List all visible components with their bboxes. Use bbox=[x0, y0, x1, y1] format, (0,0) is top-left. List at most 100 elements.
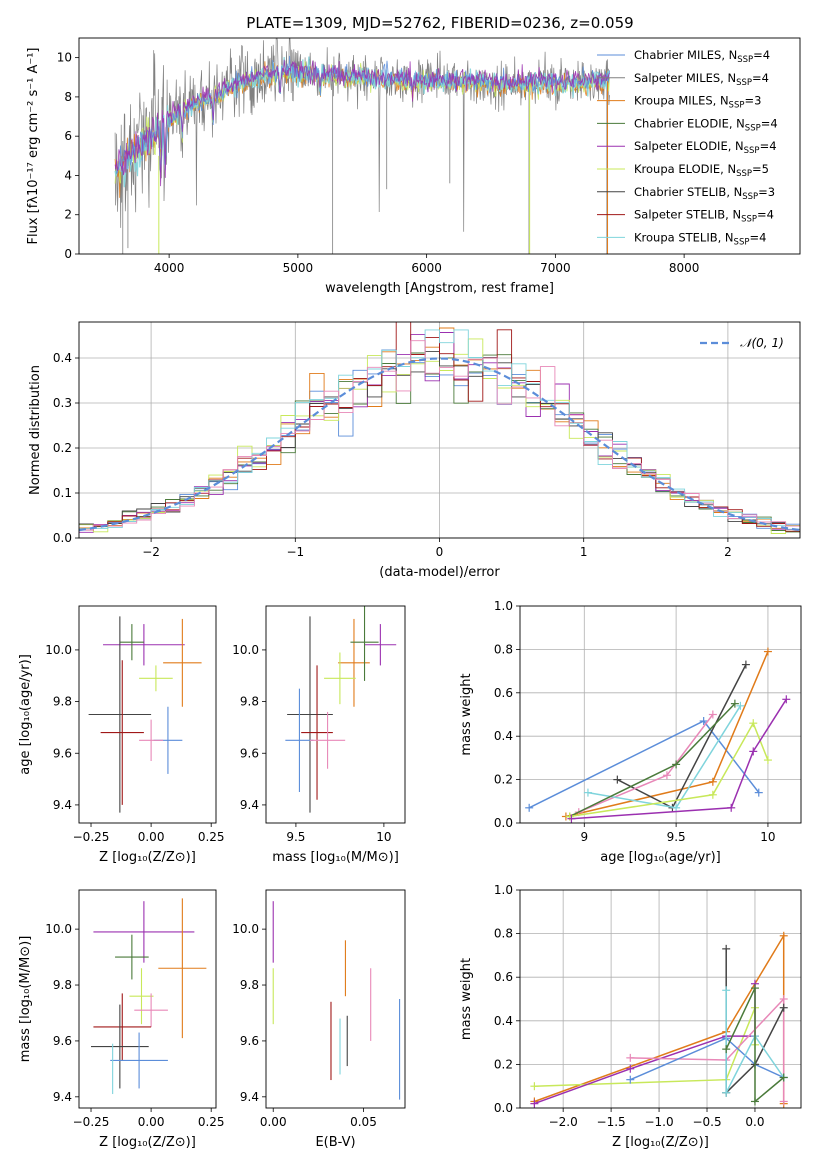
weight-marker bbox=[672, 760, 681, 769]
weight-marker bbox=[779, 1073, 788, 1082]
y-tick-label: 0.0 bbox=[494, 816, 513, 830]
x-tick-label: 10 bbox=[376, 830, 391, 844]
errorbar-point bbox=[88, 616, 152, 813]
x-axis-label: Z [log₁₀(Z/Z⊙)] bbox=[99, 1135, 196, 1150]
y-tick-label: 9.8 bbox=[53, 978, 72, 992]
weight-marker bbox=[567, 814, 576, 823]
legend-label-name: Chabrier MILES, N bbox=[634, 48, 737, 62]
weight-line bbox=[569, 703, 736, 818]
panel-weight-vs-Z: −2.0 −1.5 −1.0 −0.5 0.0 0.0 0.2 0.4 0.6 0.8 1.0 Z [… bbox=[459, 883, 802, 1150]
y-tick-label: 0.4 bbox=[494, 729, 513, 743]
y-tick-label: 8 bbox=[64, 90, 72, 104]
y-tick-label: 10.0 bbox=[45, 643, 72, 657]
panel-weight-vs-age: 9 9.5 10 0.0 0.2 0.4 0.6 0.8 1.0 age [log₁₀(age/y… bbox=[459, 599, 802, 865]
weight-marker bbox=[730, 699, 739, 708]
weight-line bbox=[569, 721, 769, 818]
errorbar-point bbox=[285, 688, 314, 792]
weight-marker bbox=[626, 1064, 635, 1073]
x-tick-label: 7000 bbox=[540, 261, 571, 275]
weight-marker bbox=[763, 647, 772, 656]
x-tick-label: 6000 bbox=[411, 261, 442, 275]
legend-label-suffix: =5 bbox=[752, 162, 769, 176]
legend-label-suffix: =4 bbox=[752, 71, 769, 85]
x-tick-label: 5000 bbox=[283, 261, 314, 275]
x-tick-label: 0.25 bbox=[198, 1115, 225, 1129]
y-tick-label: 0.0 bbox=[494, 1101, 513, 1115]
legend-label: Salpeter ELODIE, NSSP=4 bbox=[634, 139, 777, 156]
y-tick-label: 0.0 bbox=[53, 531, 72, 545]
y-tick-label: 10.0 bbox=[45, 922, 72, 936]
y-tick-label: 2 bbox=[64, 208, 72, 222]
normal-curve bbox=[79, 357, 800, 532]
y-tick-label: 0.2 bbox=[53, 441, 72, 455]
legend-label-sub: SSP bbox=[744, 146, 760, 156]
x-axis-label: E(B-V) bbox=[315, 1135, 355, 1150]
plot-area-weight-vs-Z bbox=[520, 890, 801, 1108]
errorbar-point bbox=[139, 665, 173, 692]
legend-label-name: Kroupa ELODIE, N bbox=[634, 162, 736, 176]
weight-marker bbox=[727, 803, 736, 812]
axes-frame bbox=[265, 605, 406, 824]
legend-label: Kroupa STELIB, NSSP=4 bbox=[634, 230, 766, 247]
legend-label-name: Chabrier ELODIE, N bbox=[634, 116, 745, 130]
x-tick-label: 9.5 bbox=[667, 830, 686, 844]
weight-marker bbox=[779, 931, 788, 940]
legend-label-sub: SSP bbox=[742, 192, 758, 202]
legend-label-suffix: =4 bbox=[749, 230, 766, 244]
x-tick-label: 0 bbox=[436, 545, 444, 559]
x-axis-label: (data-model)/error bbox=[379, 565, 500, 580]
y-tick-label: 9.6 bbox=[53, 746, 72, 760]
y-axis-label: Flux [fλ10⁻¹⁷ erg cm⁻² s⁻¹ A⁻¹] bbox=[26, 48, 41, 245]
x-tick-label: 0.00 bbox=[260, 1115, 287, 1129]
plot-area-histogram bbox=[79, 322, 800, 538]
y-tick-label: 9.8 bbox=[53, 695, 72, 709]
y-tick-label: 0.2 bbox=[494, 1057, 513, 1071]
x-axis-label: Z [log₁₀(Z/Z⊙)] bbox=[612, 1135, 709, 1150]
errorbar-point bbox=[350, 606, 379, 681]
spectrum-data-line bbox=[114, 38, 610, 232]
panel-age-vs-Z: −0.25 0.00 0.25 9.4 9.6 9.8 10.0 Z [log₁₀(Z/Z⊙)… bbox=[18, 605, 225, 865]
legend-label-suffix: =4 bbox=[753, 48, 770, 62]
axes-frame bbox=[265, 889, 406, 1109]
legend-label-sub: SSP bbox=[729, 101, 745, 111]
x-tick-label: −2 bbox=[142, 545, 160, 559]
x-tick-label: 0.00 bbox=[138, 830, 165, 844]
x-tick-label: 0.05 bbox=[350, 1115, 377, 1129]
weight-marker bbox=[779, 1097, 788, 1106]
y-axis-label: mass weight bbox=[459, 958, 474, 1040]
panel-mass-vs-EBV: 0.00 0.05 9.4 9.6 9.8 10.0 E(B-V) bbox=[232, 889, 406, 1150]
errorbar-point bbox=[139, 719, 164, 761]
x-axis-label: mass [log₁₀(M/M⊙)] bbox=[272, 850, 399, 865]
weight-marker bbox=[750, 1097, 759, 1106]
y-axis-label: mass weight bbox=[459, 673, 474, 755]
errorbar-point bbox=[134, 993, 168, 1027]
x-tick-label: 9.5 bbox=[286, 830, 305, 844]
spectrum-model-line bbox=[114, 59, 610, 187]
plot-area-spectrum bbox=[114, 38, 611, 254]
weight-marker bbox=[708, 710, 717, 719]
weight-marker bbox=[525, 803, 534, 812]
weight-marker bbox=[722, 1088, 731, 1097]
weight-marker bbox=[583, 788, 592, 797]
weight-marker bbox=[626, 1053, 635, 1062]
x-tick-label: 0.00 bbox=[138, 1115, 165, 1129]
y-tick-label: 9.8 bbox=[240, 695, 259, 709]
x-tick-label: 8000 bbox=[669, 261, 700, 275]
legend-label-suffix: =3 bbox=[758, 185, 775, 199]
legend-label-name: Chabrier STELIB, N bbox=[634, 185, 742, 199]
x-tick-label: −0.25 bbox=[73, 1115, 110, 1129]
y-tick-label: 6 bbox=[64, 129, 72, 143]
legend-label-suffix: =4 bbox=[760, 139, 777, 153]
x-tick-label: 9 bbox=[580, 830, 588, 844]
y-axis-label: age [log₁₀(age/yr)] bbox=[18, 654, 33, 775]
x-tick-label: −1.0 bbox=[644, 1115, 673, 1129]
weight-marker bbox=[750, 984, 759, 993]
y-axis-label: Normed distribution bbox=[28, 365, 43, 495]
y-tick-label: 0.6 bbox=[494, 686, 513, 700]
legend-label: Kroupa MILES, NSSP=3 bbox=[634, 94, 761, 111]
weight-marker bbox=[708, 790, 717, 799]
weight-marker bbox=[530, 1082, 539, 1091]
y-tick-label: 0.1 bbox=[53, 486, 72, 500]
y-tick-label: 9.4 bbox=[53, 1090, 72, 1104]
